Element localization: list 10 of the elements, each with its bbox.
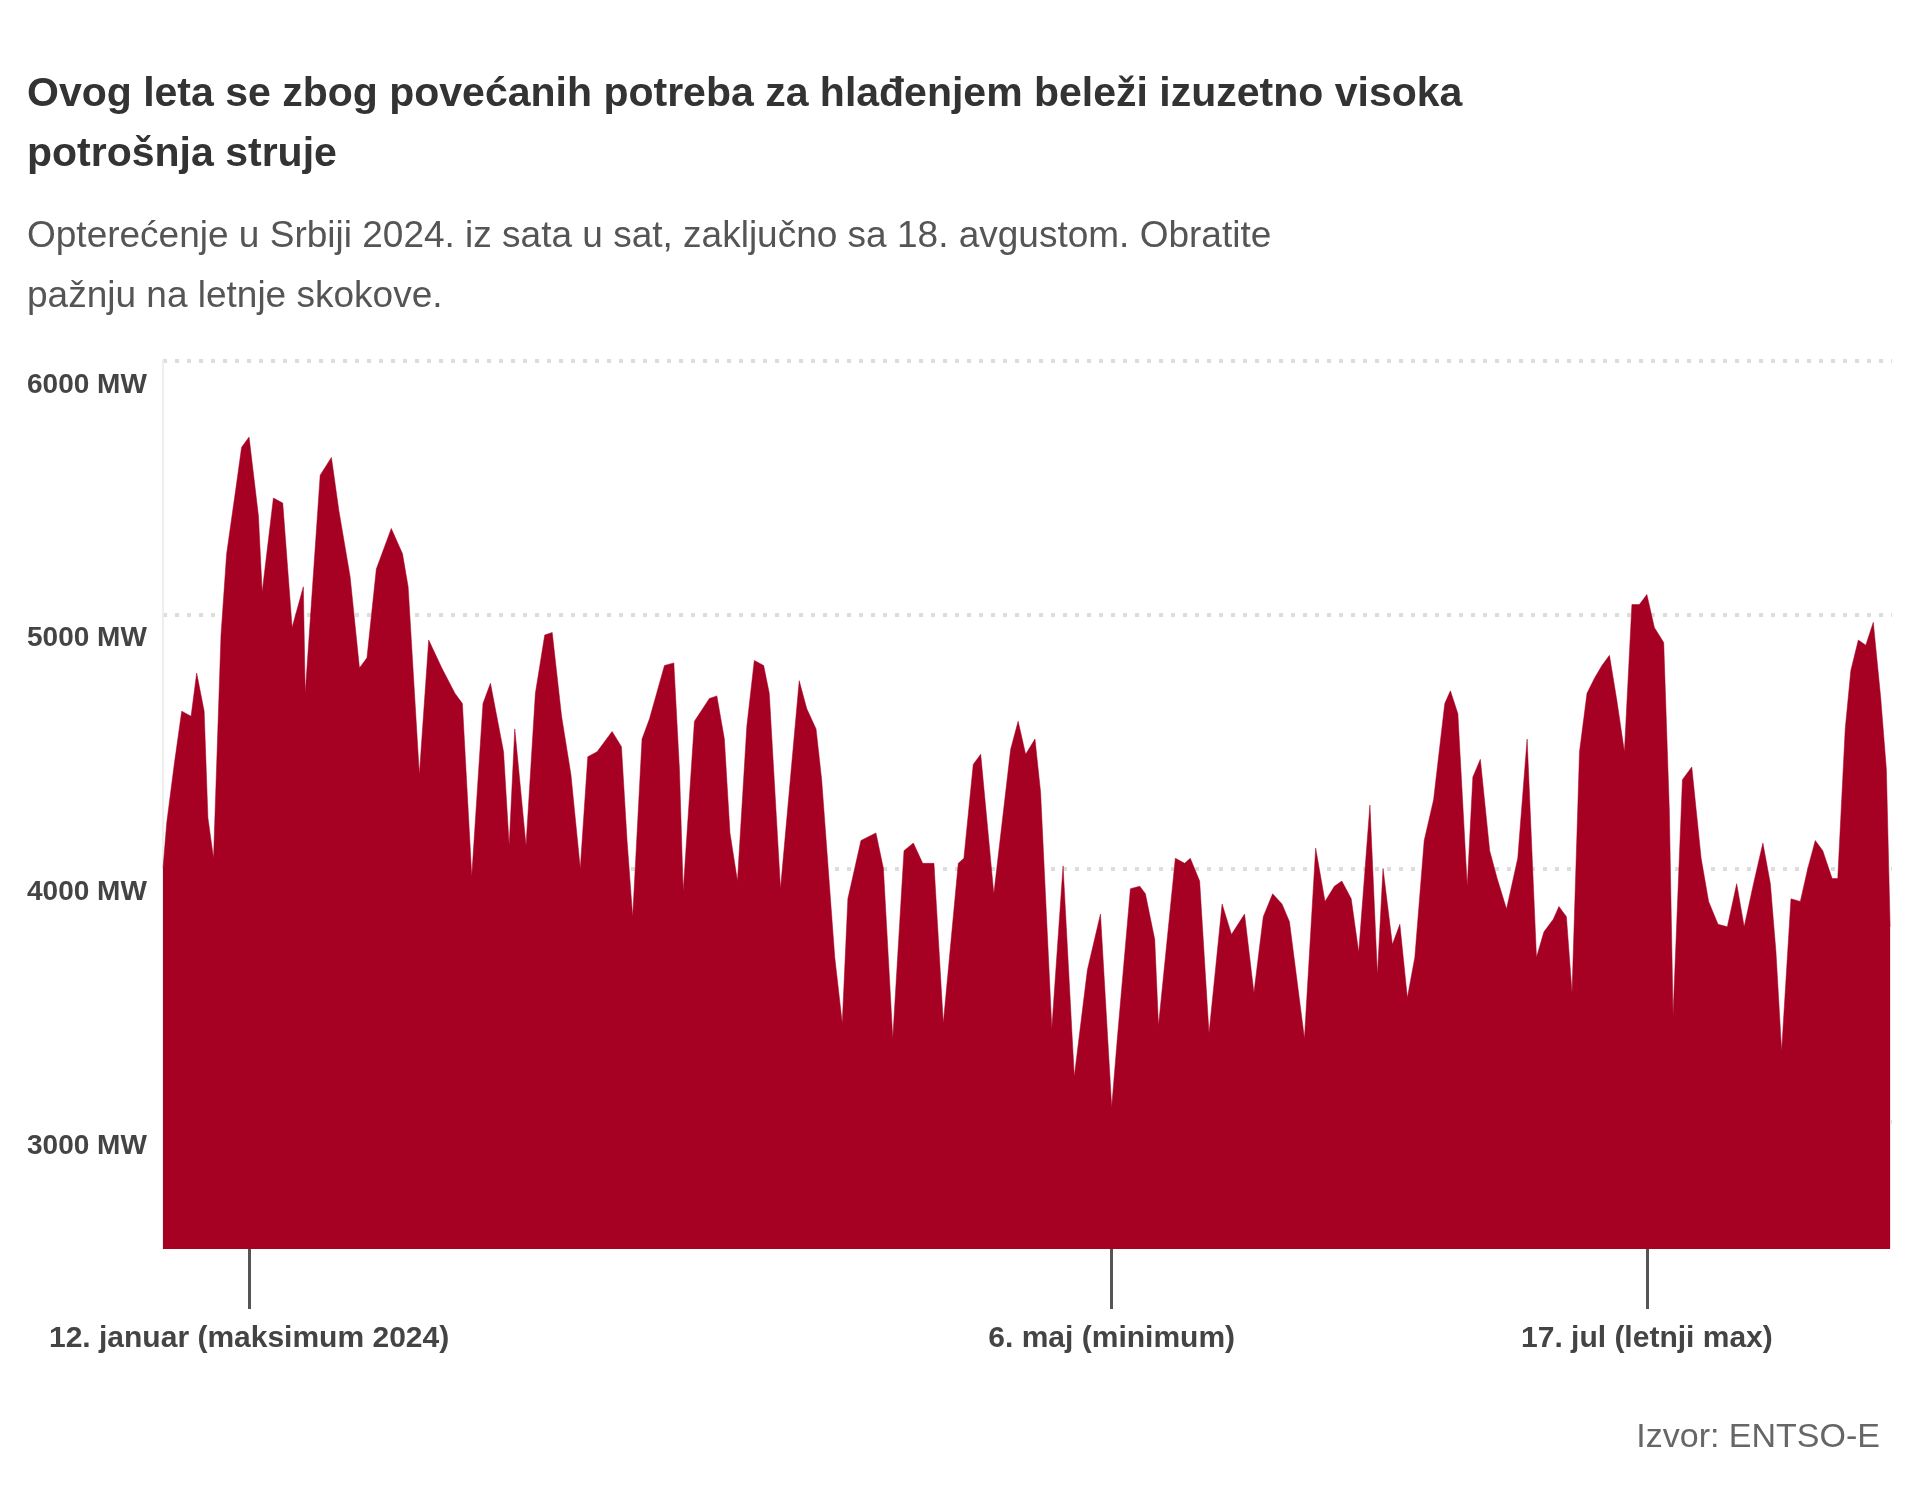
x-tick-label: 17. jul (letnji max) <box>1521 1319 1773 1353</box>
y-tick-label: 6000 MW <box>27 367 148 399</box>
text: Izvor: ENTSO-E <box>1636 1416 1880 1455</box>
x-tick-label: 6. maj (minimum) <box>988 1319 1236 1353</box>
y-tick-label: 5000 MW <box>27 621 148 653</box>
chart-subtitle: Opterećenje u Srbiji 2024. iz sata u sat, zaključno sa 18. avgustom. Obratite pažnju na letnje skokove. <box>27 213 1273 317</box>
x-tick-label: 12. januar (maksimum 2024) <box>48 1319 450 1353</box>
y-tick-label: 4000 MW <box>27 874 148 906</box>
y-tick-label: 3000 MW <box>27 1128 148 1160</box>
chart-title: Ovog leta se zbog povećanih potreba za hlađenjem beleži izuzetno visoka potrošnja struje <box>27 68 1464 177</box>
